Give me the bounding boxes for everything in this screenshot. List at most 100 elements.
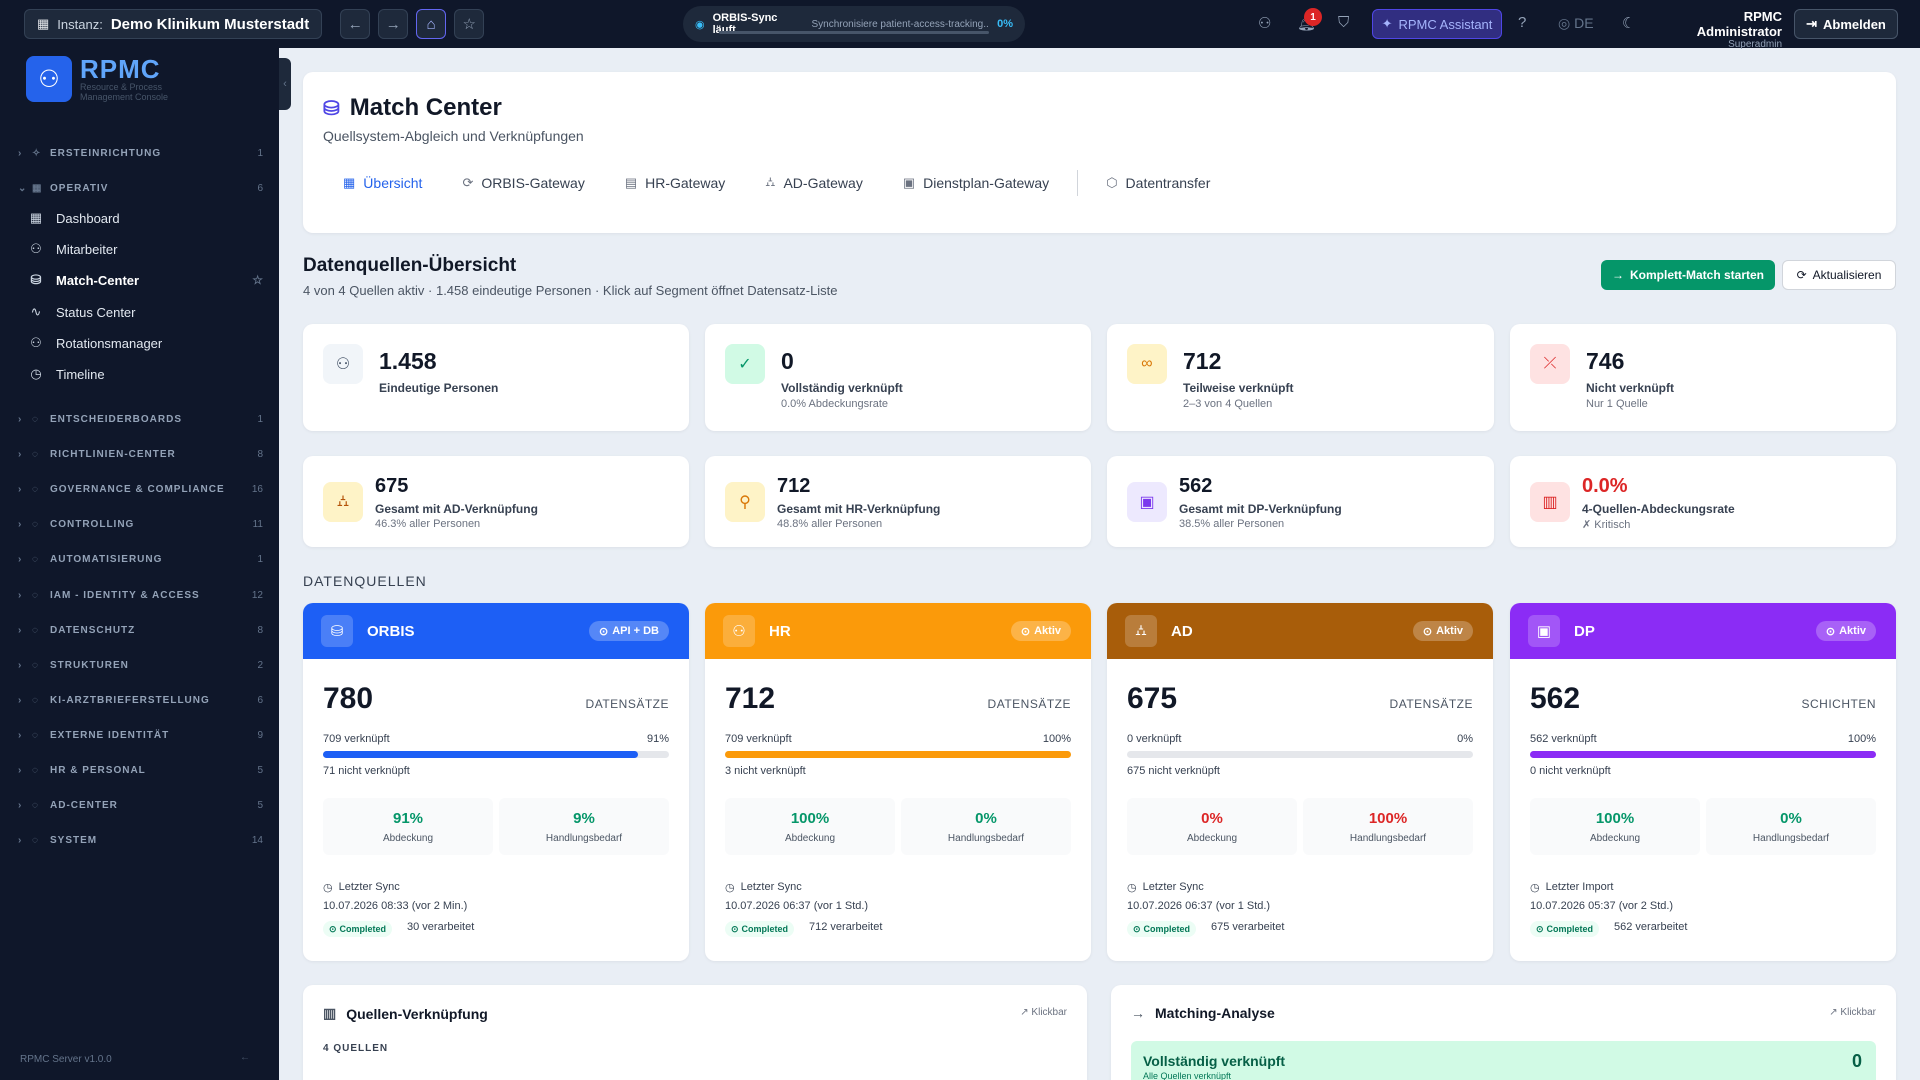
sidebar-section-strukturen[interactable]: › ◌ STRUKTUREN 2 — [18, 660, 263, 671]
stat-label: Gesamt mit DP-Verknüpfung — [1179, 502, 1342, 516]
sidebar-item-mitarbeiter[interactable]: ⚇ Mitarbeiter — [28, 241, 263, 257]
tab-datentransfer[interactable]: ⬡ Datentransfer — [1086, 175, 1230, 191]
moon-icon[interactable]: ☾ — [1622, 15, 1636, 32]
instance-selector[interactable]: ▦ Instanz: Demo Klinikum Musterstadt — [24, 9, 323, 39]
source-card-ad[interactable]: ⛼ AD ⊙ Aktiv 675 DATENSÄTZE 0 verknüpft 0% 675 n… — [1107, 603, 1493, 961]
sidebar-item-dashboard[interactable]: ▦ Dashboard — [28, 210, 263, 226]
sidebar-section-richtlinien-center[interactable]: › ◌ RICHTLINIEN-CENTER 8 — [18, 449, 263, 460]
sidebar-item-rotationsmanager[interactable]: ⚇ Rotationsmanager — [28, 335, 263, 351]
source-link-card[interactable]: ▥ Quellen-Verknüpfung ↗ Klickbar 4 QUELLE… — [303, 985, 1087, 1080]
item-label: Timeline — [56, 366, 105, 382]
sidebar-section-iam-identity-access[interactable]: › ◌ IAM - IDENTITY & ACCESS 12 — [18, 590, 263, 601]
back-button[interactable]: ← — [340, 9, 371, 39]
shield-icon[interactable]: ⛉ — [1338, 14, 1350, 31]
users-icon[interactable]: ⚇ — [1258, 15, 1272, 32]
sync-progress-bar — [719, 31, 989, 34]
refresh-button[interactable]: ⟳ Aktualisieren — [1782, 260, 1896, 290]
collapse-arrow-icon[interactable]: ← — [240, 1052, 250, 1063]
favorite-button[interactable]: ☆ — [454, 9, 485, 39]
stat-card-coverage-rate[interactable]: ▥ 0.0% 4-Quellen-Abdeckungsrate ✗ Kritis… — [1510, 456, 1896, 547]
sync-label: Letzter Sync — [1142, 881, 1204, 893]
stat-sub: 46.3% aller Personen — [375, 518, 481, 530]
sidebar-section-automatisierung[interactable]: › ◌ AUTOMATISIERUNG 1 — [18, 554, 263, 565]
sidebar-section-hr-personal[interactable]: › ◌ HR & PERSONAL 5 — [18, 765, 263, 776]
tab-uebersicht[interactable]: ▦ Übersicht — [323, 175, 442, 191]
chevron-right-icon: › — [18, 484, 23, 496]
user-info[interactable]: RPMC Administrator Superadmin — [1670, 9, 1782, 50]
status-label: Completed — [741, 924, 789, 934]
tab-dienstplan-gateway[interactable]: ▣ Dienstplan-Gateway — [883, 175, 1069, 191]
source-card-orbis[interactable]: ⛁ ORBIS ⊙ API + DB 780 DATENSÄTZE 709 verknüpf… — [303, 603, 689, 961]
section-label: HR & PERSONAL — [50, 765, 146, 776]
logo[interactable]: ⚇ RPMC Resource & Process Management Con… — [26, 56, 168, 102]
sidebar-section-system[interactable]: › ◌ SYSTEM 14 — [18, 835, 263, 846]
sidebar-section-governance-compliance[interactable]: › ◌ GOVERNANCE & COMPLIANCE 16 — [18, 484, 263, 495]
chevron-right-icon: › — [18, 519, 23, 531]
stat-card-partially-linked[interactable]: ∞ 712 Teilweise verknüpft 2–3 von 4 Quel… — [1107, 324, 1494, 431]
forward-button[interactable]: → — [378, 9, 409, 39]
sidebar-section-externe-identität[interactable]: › ◌ EXTERNE IDENTITÄT 9 — [18, 730, 263, 741]
database-icon: ◉ — [695, 18, 705, 31]
coverage-label: Abdeckung — [1589, 833, 1641, 844]
assistant-button[interactable]: ✦ RPMC Assistant — [1372, 9, 1502, 39]
sidebar-item-timeline[interactable]: ◷ Timeline — [28, 366, 263, 382]
gear-icon: ◌ — [32, 835, 39, 847]
sidebar-collapse-button[interactable]: ‹ — [279, 58, 291, 110]
clock-icon: ◷ — [30, 366, 42, 381]
sidebar-item-match-center[interactable]: ⛁ Match-Center ☆ — [28, 272, 263, 288]
source-card-hr[interactable]: ⚇ HR ⊙ Aktiv 712 DATENSÄTZE 709 verknüpft 100% 3… — [705, 603, 1091, 961]
tab-label: Datentransfer — [1125, 175, 1211, 191]
linked-percent: 100% — [1042, 733, 1071, 745]
sync-label: Letzter Sync — [740, 881, 802, 893]
source-card-dp[interactable]: ▣ DP ⊙ Aktiv 562 SCHICHTEN 562 verknüpft 100% 0 … — [1510, 603, 1896, 961]
action-need-label: Handlungsbedarf — [545, 833, 623, 844]
sidebar-section-ad-center[interactable]: › ◌ AD-CENTER 5 — [18, 800, 263, 811]
home-button[interactable]: ⌂ — [416, 9, 447, 39]
stat-card-hr-linked[interactable]: ⚲ 712 Gesamt mit HR-Verknüpfung 48.8% al… — [705, 456, 1091, 547]
help-icon[interactable]: ? — [1518, 14, 1527, 31]
completed-badge: ⊙ Completed — [323, 921, 393, 937]
card-title: Quellen-Verknüpfung — [346, 1005, 488, 1022]
sync-date: 10.07.2026 08:33 (vor 2 Min.) — [323, 900, 468, 912]
status-badge: ⊙ Aktiv — [1412, 621, 1473, 641]
tab-hr-gateway[interactable]: ▤ HR-Gateway — [605, 175, 745, 191]
processed-count: 30 verarbeitet — [407, 921, 475, 933]
stat-card-fully-linked[interactable]: ✓ 0 Vollständig verknüpft 0.0% Abdeckung… — [705, 324, 1091, 431]
sidebar-section-ki-arztbrieferstellung[interactable]: › ◌ KI-ARZTBRIEFERSTELLUNG 6 — [18, 695, 263, 706]
stat-card-ad-linked[interactable]: ⛼ 675 Gesamt mit AD-Verknüpfung 46.3% al… — [303, 456, 689, 547]
network-icon: ⛼ — [323, 482, 363, 522]
action-need-value: 0% — [975, 810, 997, 827]
sidebar-section-entscheiderboards[interactable]: › ◌ ENTSCHEIDERBOARDS 1 — [18, 414, 263, 425]
tab-ad-gateway[interactable]: ⛼ AD-Gateway — [745, 174, 883, 192]
tab-orbis-gateway[interactable]: ⟳ ORBIS-Gateway — [442, 175, 604, 191]
sidebar-section-datenschutz[interactable]: › ◌ DATENSCHUTZ 8 — [18, 625, 263, 636]
sparkle-icon: ✦ — [1381, 16, 1393, 31]
sidebar-section-operativ[interactable]: ⌄ ▦ OPERATIV 6 — [18, 183, 263, 194]
sidebar-section-ersteinrichtung[interactable]: › ✧ ERSTEINRICHTUNG 1 — [18, 148, 263, 159]
section-count: 1 — [257, 148, 263, 159]
instance-name: Demo Klinikum Musterstadt — [110, 15, 310, 33]
section-label: DATENSCHUTZ — [50, 624, 136, 636]
record-count: 562 — [1530, 682, 1581, 715]
link-icon: ∞ — [1127, 344, 1167, 384]
matching-analysis-card[interactable]: → Matching-Analyse ↗ Klickbar Vollständig… — [1111, 985, 1896, 1080]
sidebar-section-controlling[interactable]: › ◌ CONTROLLING 11 — [18, 519, 263, 530]
logout-button[interactable]: ⇥ Abmelden — [1794, 9, 1898, 39]
star-icon[interactable]: ☆ — [252, 273, 263, 287]
fully-linked-row[interactable]: Vollständig verknüpft Alle Quellen verkn… — [1131, 1041, 1876, 1080]
zap-icon: ◌ — [32, 554, 39, 566]
action-need-value: 9% — [573, 810, 595, 827]
version-label: RPMC Server v1.0.0 — [20, 1054, 112, 1065]
stat-card-not-linked[interactable]: ⤫ 746 Nicht verknüpft Nur 1 Quelle — [1510, 324, 1896, 431]
sync-label: Letzter Sync — [338, 881, 400, 893]
section-label: ENTSCHEIDERBOARDS — [50, 414, 183, 425]
sidebar-item-status-center[interactable]: ∿ Status Center — [28, 304, 263, 320]
stat-card-unique-persons[interactable]: ⚇ 1.458 Eindeutige Personen — [303, 324, 689, 431]
page-title: Match Center — [349, 94, 502, 121]
sync-status-pill[interactable]: ◉ ORBIS-Sync läuft Synchronisiere patien… — [683, 6, 1025, 42]
check-circle-icon: ⊙ — [1133, 923, 1141, 934]
language-selector[interactable]: ◎ DE — [1558, 15, 1594, 32]
start-match-button[interactable]: → Komplett-Match starten — [1601, 260, 1775, 290]
section-label: RICHTLINIEN-CENTER — [50, 449, 176, 461]
stat-card-dp-linked[interactable]: ▣ 562 Gesamt mit DP-Verknüpfung 38.5% al… — [1107, 456, 1494, 547]
